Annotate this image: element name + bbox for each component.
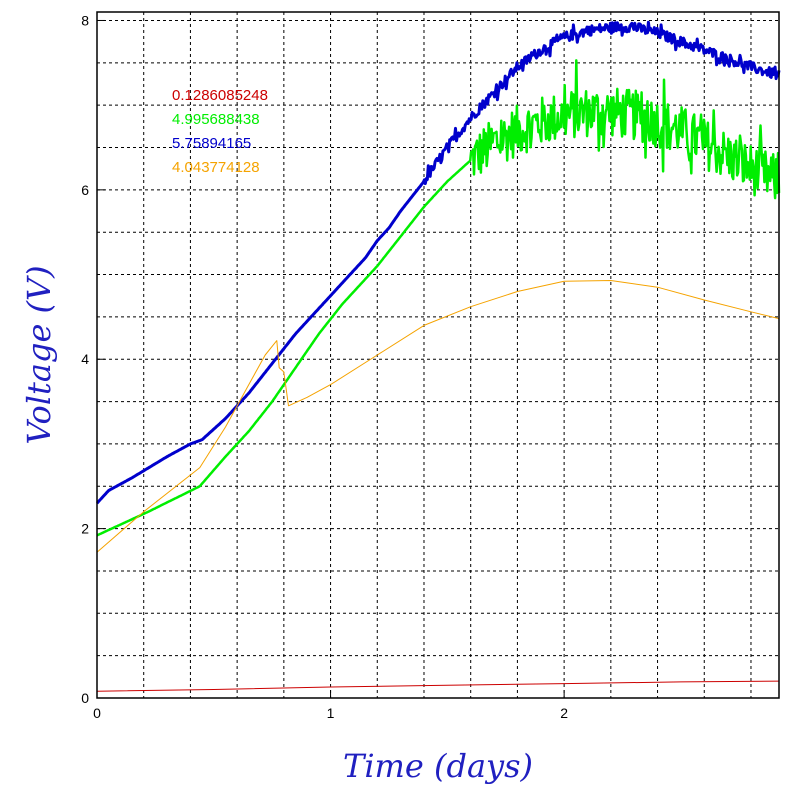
series-line-3: [95, 20, 781, 505]
y-tick-label: 0: [81, 690, 89, 706]
series-line-1: [96, 680, 780, 692]
x-tick-label: 2: [560, 705, 568, 721]
series-line-4: [96, 280, 780, 553]
y-tick-label: 6: [81, 182, 89, 198]
legend-entry: 0.1286085248: [172, 87, 268, 104]
x-tick-label: 0: [93, 705, 101, 721]
axis-ticks: 0 1 2 0 2 4 6 8: [81, 12, 568, 721]
legend: 0.1286085248 4.995688438 5.75894165 4.04377…: [172, 87, 268, 176]
legend-entry: 4.043774128: [172, 159, 260, 176]
series-lines: [95, 20, 781, 692]
y-axis-title: Voltage (V): [20, 265, 58, 444]
y-tick-label: 4: [81, 351, 89, 367]
x-axis-title: Time (days): [343, 747, 533, 785]
y-tick-label: 8: [81, 12, 89, 28]
legend-entry: 4.995688438: [172, 111, 260, 128]
x-tick-label: 1: [327, 705, 335, 721]
plot-frame: [96, 11, 780, 699]
series-line-2: [96, 59, 781, 537]
y-tick-label: 2: [81, 521, 89, 537]
legend-entry: 5.75894165: [172, 135, 251, 152]
